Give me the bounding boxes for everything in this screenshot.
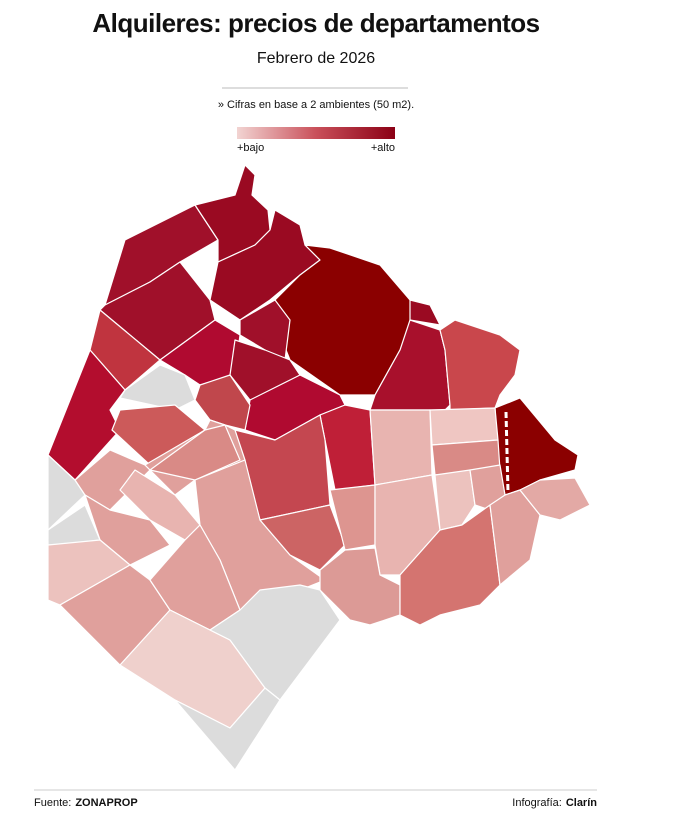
legend-bar xyxy=(237,127,395,139)
credit: Infografía: Clarín xyxy=(512,797,597,809)
docks xyxy=(504,411,510,493)
note: » Cifras en base a 2 ambientes (50 m2). xyxy=(218,99,414,111)
neighborhood xyxy=(439,319,521,411)
source-name: ZONAPROP xyxy=(75,797,137,809)
source-label: Fuente: xyxy=(34,797,71,809)
neighborhood xyxy=(274,244,421,396)
credit-label: Infografía: xyxy=(512,797,562,809)
credit-name: Clarín xyxy=(566,797,597,809)
neighborhood xyxy=(369,409,433,486)
subtitle: Febrero de 2026 xyxy=(257,50,375,67)
neighborhood xyxy=(409,299,441,326)
title: Alquileres: precios de departamentos xyxy=(92,8,539,38)
neighborhood xyxy=(429,407,499,446)
neighborhood xyxy=(174,687,281,771)
neighborhood xyxy=(209,584,341,701)
legend-low: +bajo xyxy=(237,142,264,154)
neighborhood xyxy=(259,504,346,571)
legend-high: +alto xyxy=(371,142,395,154)
neighborhood xyxy=(399,504,501,626)
neighborhood xyxy=(149,424,241,481)
neighborhood xyxy=(519,477,591,521)
source: Fuente: ZONAPROP xyxy=(34,797,138,809)
neighborhood xyxy=(194,164,271,263)
map xyxy=(47,164,591,771)
